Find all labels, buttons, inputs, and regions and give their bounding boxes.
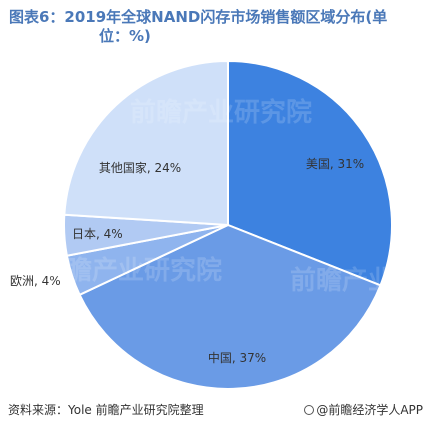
pie-slice-4 xyxy=(63,59,229,227)
brand-logo-icon xyxy=(304,405,315,415)
pie-data-label: 日本, 4% xyxy=(72,227,123,241)
pie-data-label: 欧洲, 4% xyxy=(10,274,61,288)
pie-slice-0 xyxy=(227,59,393,287)
chart-title-line-2: 位：%) xyxy=(99,27,151,45)
chart-title: 图表6：2019年全球NAND闪存市场销售额区域分布(单 位：%) xyxy=(9,8,419,46)
brand-credit: @前瞻经济学人APP xyxy=(304,401,423,418)
source-note: 资料来源：Yole 前瞻产业研究院整理 xyxy=(8,403,204,417)
pie-data-label: 美国, 31% xyxy=(306,157,364,171)
pie-slice-1 xyxy=(78,223,382,390)
pie-data-label: 其他国家, 24% xyxy=(99,160,181,175)
chart-title-line-1: 图表6：2019年全球NAND闪存市场销售额区域分布(单 xyxy=(9,8,388,26)
pie-data-label: 中国, 37% xyxy=(208,350,266,365)
brand-credit-text: @前瞻经济学人APP xyxy=(316,403,423,417)
footer: 资料来源：Yole 前瞻产业研究院整理 @前瞻经济学人APP xyxy=(8,401,423,421)
